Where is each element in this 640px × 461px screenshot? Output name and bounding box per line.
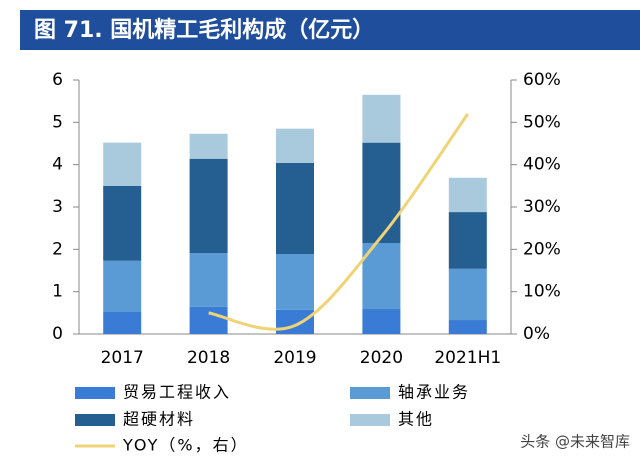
x-tick-label: 2018 — [187, 348, 230, 368]
bar-segment — [448, 212, 487, 269]
legend-label: 贸易工程收入 — [123, 383, 231, 402]
bar-segment — [448, 320, 487, 334]
bar-segment — [362, 94, 401, 143]
legend-label: 轴承业务 — [398, 383, 470, 402]
watermark: 头条 @未来智库 — [520, 433, 630, 451]
bar-segment — [103, 311, 142, 334]
y-tick-label: 2 — [52, 239, 63, 259]
y2-tick-label: 30% — [523, 197, 561, 217]
bar-segment — [362, 309, 401, 334]
bar-segment — [189, 133, 228, 159]
legend-swatch — [75, 414, 115, 426]
y2-tick-label: 40% — [523, 155, 561, 175]
bar-segment — [103, 260, 142, 312]
x-tick-label: 2017 — [101, 348, 144, 368]
x-tick-label: 2019 — [273, 348, 316, 368]
y-tick-label: 3 — [52, 197, 63, 217]
bar-segment — [103, 185, 142, 261]
y2-tick-label: 0% — [523, 324, 550, 344]
bar-segment — [103, 142, 142, 186]
bar-segment — [276, 253, 314, 310]
bar-segment — [448, 177, 487, 213]
legend-swatch — [350, 414, 390, 426]
bar-segment — [189, 253, 228, 307]
legend-swatch — [350, 387, 390, 399]
x-tick-label: 2021H1 — [434, 348, 501, 368]
y-tick-label: 0 — [52, 324, 63, 344]
bar-segment — [362, 142, 401, 243]
bar-segment — [276, 128, 314, 163]
y-tick-label: 5 — [52, 112, 63, 132]
legend-swatch — [75, 387, 115, 399]
bar-segment — [276, 162, 314, 254]
bar-segment — [189, 306, 228, 334]
legend-label: YOY（%，右） — [122, 436, 249, 455]
y-tick-label: 6 — [52, 70, 63, 90]
chart-title: 图 71. 国机精工毛利构成（亿元） — [34, 17, 374, 43]
y2-tick-label: 60% — [523, 70, 561, 90]
bar-segment — [189, 158, 228, 254]
y2-tick-label: 50% — [523, 112, 561, 132]
y2-tick-label: 10% — [523, 282, 561, 302]
line-series — [208, 113, 470, 331]
legend-label: 其他 — [398, 410, 434, 429]
y-tick-label: 4 — [52, 155, 63, 175]
legend-label: 超硬材料 — [123, 410, 195, 429]
bar-segment — [448, 268, 487, 321]
y2-tick-label: 20% — [523, 239, 561, 259]
x-tick-label: 2020 — [360, 348, 403, 368]
title-banner — [20, 10, 640, 50]
y-tick-label: 1 — [52, 282, 63, 302]
